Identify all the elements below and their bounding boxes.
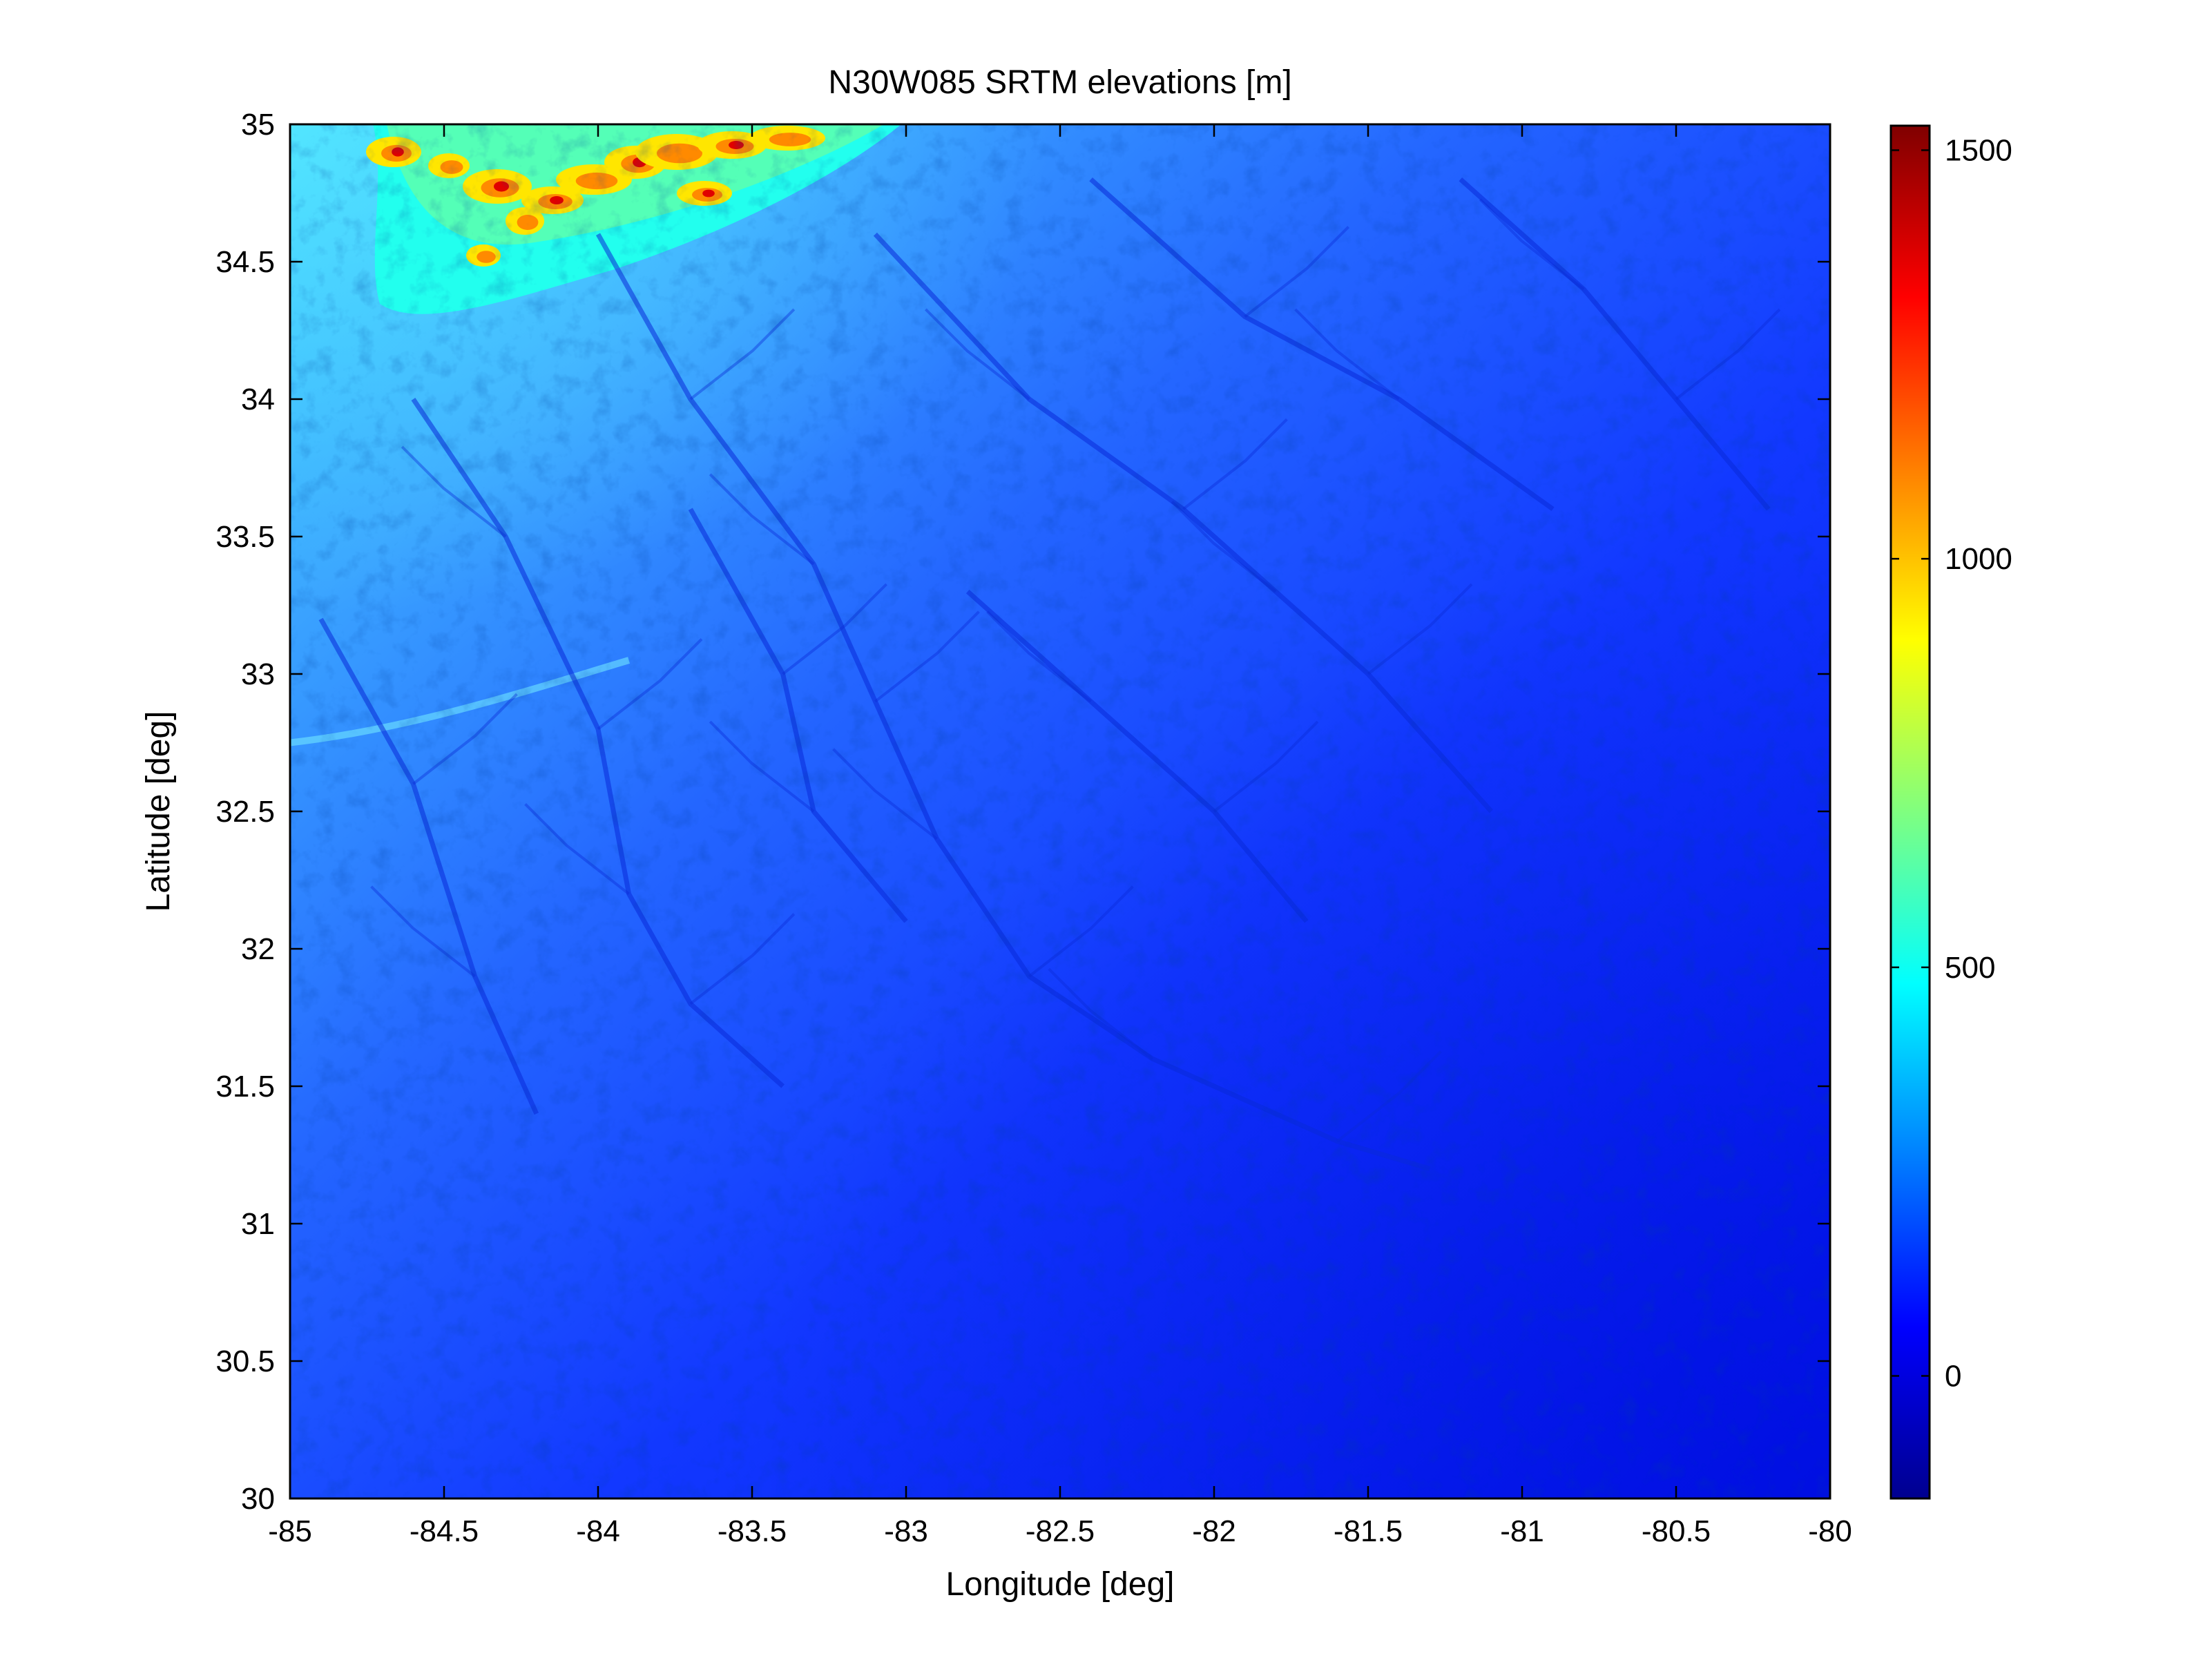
colorbar-tick-label: 1500 <box>1945 134 2012 168</box>
x-tick-label: -82.5 <box>1026 1514 1095 1548</box>
x-axis-ticks: -85 -84.5 -84 -83.5 -83 -82.5 -82 -81.5 -81 -80.5… <box>268 124 1852 1548</box>
x-tick-label: -81.5 <box>1334 1514 1403 1548</box>
y-tick-label: 33.5 <box>215 520 275 554</box>
x-tick-label: -80 <box>1808 1514 1852 1548</box>
colorbar-tick-label: 500 <box>1945 951 1995 985</box>
colorbar-frame <box>1889 124 1931 1500</box>
x-tick-label: -84 <box>576 1514 620 1548</box>
y-tick-label: 31.5 <box>215 1070 275 1103</box>
y-tick-label: 32.5 <box>215 795 275 829</box>
y-tick-label: 34.5 <box>215 245 275 279</box>
colorbar <box>1891 126 1930 1498</box>
x-tick-label: -84.5 <box>410 1514 479 1548</box>
x-tick-label: -85 <box>268 1514 312 1548</box>
colorbar-tick-label: 0 <box>1945 1360 1961 1394</box>
x-axis-label: Longitude [deg] <box>946 1566 1175 1603</box>
y-tick-label: 33 <box>241 657 275 691</box>
terrain-texture <box>290 124 1830 1498</box>
y-tick-label: 30 <box>241 1482 275 1516</box>
y-tick-label: 32 <box>241 932 275 966</box>
colorbar-ticks: 0 500 1000 1500 <box>1891 134 2012 1394</box>
x-tick-label: -80.5 <box>1642 1514 1711 1548</box>
y-axis-ticks: 30 30.5 31 31.5 32 32.5 33 33.5 34 34.5 35 <box>215 108 1830 1516</box>
y-tick-label: 35 <box>241 108 275 142</box>
colorbar-tick-label: 1000 <box>1945 542 2012 576</box>
x-tick-label: -83.5 <box>718 1514 787 1548</box>
y-tick-label: 34 <box>241 383 275 416</box>
elevation-raster <box>290 124 1830 1498</box>
y-axis-label: Latitude [deg] <box>140 711 177 912</box>
y-tick-label: 31 <box>241 1207 275 1241</box>
y-tick-label: 30.5 <box>215 1344 275 1378</box>
plot-title: N30W085 SRTM elevations [m] <box>828 64 1291 101</box>
x-tick-label: -83 <box>884 1514 928 1548</box>
x-tick-label: -81 <box>1500 1514 1544 1548</box>
x-tick-label: -82 <box>1192 1514 1236 1548</box>
